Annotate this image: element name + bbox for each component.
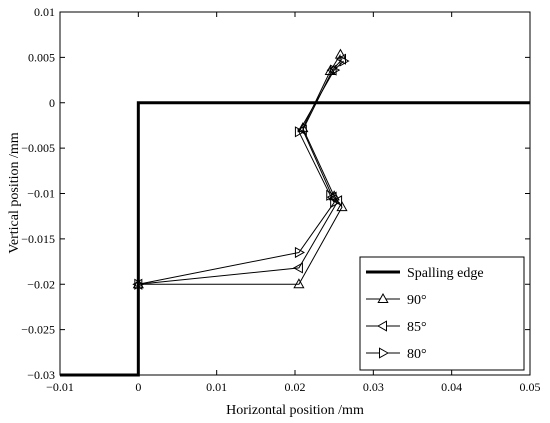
series-3-point-2: [330, 196, 341, 209]
y-tick-label: −0.015: [21, 232, 55, 246]
y-tick-label: −0.005: [21, 141, 55, 155]
legend-box: [359, 256, 525, 371]
legend-marker-2: [376, 320, 387, 332]
x-tick-label: 0.02: [285, 380, 306, 394]
x-axis-title: Horizontal position /mm: [226, 403, 364, 418]
y-tick-label: −0.01: [27, 187, 55, 201]
series-1-point-2: [336, 201, 348, 212]
x-tick-label: 0.04: [441, 380, 462, 394]
y-tick-label: 0: [49, 96, 55, 110]
series-3-point-0: [134, 278, 145, 290]
y-tick-label: 0.005: [28, 50, 55, 64]
series-3-point-1: [294, 246, 305, 259]
y-axis-title: Vertical position /mm: [7, 132, 22, 253]
x-tick-label: 0.05: [520, 380, 541, 394]
series-3-point-3: [326, 189, 337, 201]
x-tick-label: −0.01: [46, 380, 74, 394]
legend-marker-1: [377, 292, 389, 303]
series-2-point-0: [132, 278, 143, 290]
x-tick-label: 0.03: [363, 380, 384, 394]
x-tick-label: 0.01: [206, 380, 227, 394]
legend: Spalling edge 90° 85° 80°: [359, 256, 525, 371]
axes: −0.01 0 0.01 0.02 0.03 0.04 0.05 −0.03 −0.025 −0.…: [21, 5, 540, 394]
y-tick-label: 0.01: [34, 5, 55, 19]
legend-label-2: 85°: [407, 320, 427, 335]
series-1-point-1: [293, 278, 305, 289]
series-3-point-5: [330, 64, 341, 76]
x-tick-label: 0: [135, 380, 141, 394]
series-3-point-6: [339, 55, 350, 67]
series-line-3: [138, 60, 344, 285]
series-3-point-4: [294, 126, 305, 138]
series-2-point-3: [326, 191, 337, 203]
y-tick-label: −0.03: [27, 368, 55, 382]
legend-label-0: Spalling edge: [407, 266, 484, 281]
legend-label-1: 90°: [407, 293, 427, 308]
y-tick-label: −0.02: [27, 277, 55, 291]
series-2-point-1: [292, 262, 303, 274]
y-tick-label: −0.025: [21, 323, 55, 337]
series-2-point-5: [326, 64, 337, 76]
legend-marker-3: [379, 347, 390, 359]
legend-label-3: 80°: [407, 347, 427, 362]
